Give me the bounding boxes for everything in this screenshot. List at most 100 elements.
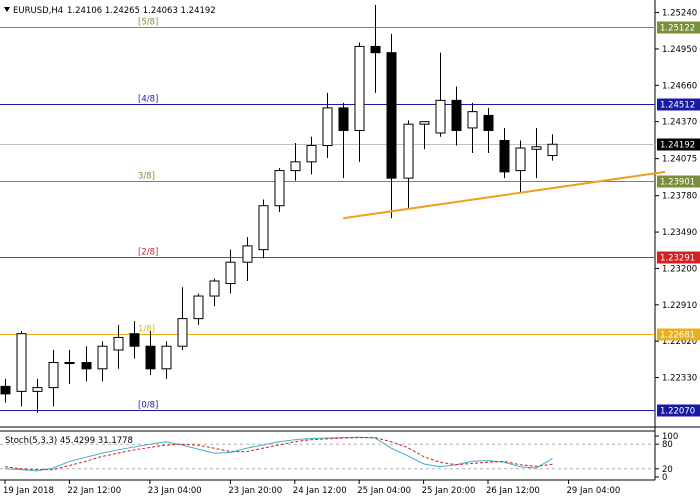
time-tick-label: 22 Jan 12:00 (67, 486, 121, 496)
level-badge (657, 328, 700, 341)
stoch-tick-label: 20 (662, 465, 673, 475)
price-tick-label: 1.24950 (662, 45, 697, 55)
candle-body (338, 107, 349, 131)
candle-body (193, 295, 204, 320)
candle (242, 237, 253, 281)
time-ticks: 19 Jan 2018 22 Jan 12:00 23 Jan 04:00 23 Ja… (3, 480, 620, 496)
level-badge-text: 1.25122 (660, 24, 695, 34)
level-label: 3/8] (138, 172, 155, 182)
candle-body (209, 280, 220, 297)
candle-body (177, 318, 188, 347)
level-badge (657, 98, 700, 111)
dropdown-triangle-icon[interactable] (4, 7, 10, 12)
candle-body (531, 146, 542, 150)
current-price-badge-text: 1.24192 (660, 141, 695, 151)
level-badge-text: 1.23291 (660, 254, 695, 264)
price-tick-label: 1.24660 (662, 81, 697, 91)
price-tick-label: 1.23200 (662, 264, 697, 274)
time-tick-label: 23 Jan 04:00 (148, 486, 202, 496)
candle-body (499, 139, 510, 173)
candle (547, 134, 558, 161)
level-badge-text: 1.23901 (660, 178, 695, 188)
candle-body (81, 362, 92, 370)
candle (435, 52, 446, 137)
candle-body (32, 387, 43, 392)
stoch-signal-line (4, 437, 553, 471)
time-tick-label: 19 Jan 2018 (3, 486, 54, 496)
candle (499, 127, 510, 179)
candle (64, 349, 75, 384)
candle-body (370, 45, 381, 54)
price-ticks: 1.25240 1.24950 1.24660 1.24370 1.24075 1.237… (655, 9, 697, 384)
price-tick-label: 1.25240 (662, 9, 697, 19)
level-label: [4/8] (138, 95, 158, 105)
trendline[interactable] (342, 170, 666, 220)
candle-body (129, 333, 140, 347)
candle-body (435, 99, 446, 134)
candle-body (451, 99, 462, 131)
candle-body (483, 114, 494, 131)
price-tick-label: 1.24370 (662, 118, 697, 128)
candle (386, 33, 397, 219)
candle-body (145, 345, 156, 370)
stoch-tick-label: 80 (662, 440, 673, 450)
level-label: [2/8] (138, 248, 158, 258)
candle (177, 287, 188, 350)
stoch-tick-label: 0 (662, 473, 667, 483)
candle (258, 199, 269, 259)
candle (467, 102, 478, 154)
candle (129, 321, 140, 359)
price-tick-label: 1.23780 (662, 192, 697, 202)
candle-body (354, 45, 365, 131)
candle-body (242, 245, 253, 263)
candle-body (274, 170, 285, 207)
price-badges: 1.25122 1.24512 1.23901 1.23291 1.22681 1.220… (657, 21, 700, 417)
candle (16, 331, 27, 407)
candle-body (547, 143, 558, 157)
candle (113, 324, 124, 369)
price-tick-label: 1.22620 (662, 337, 697, 347)
level-badge (657, 21, 700, 34)
candle (515, 140, 526, 194)
current-price-badge (657, 138, 700, 151)
time-tick-label: 24 Jan 12:00 (293, 486, 347, 496)
candle-body (515, 147, 526, 172)
candle (451, 86, 462, 146)
candle-body (48, 362, 59, 389)
candle (483, 107, 494, 154)
candle-body (306, 145, 317, 163)
level-label: [5/8] (138, 18, 158, 28)
candle-body (419, 121, 430, 125)
candle-body (64, 362, 75, 365)
candle (274, 168, 285, 212)
candle (81, 346, 92, 382)
level-badge-text: 1.24512 (660, 101, 695, 111)
candle (225, 249, 236, 294)
candle (97, 341, 108, 382)
time-tick-label: 25 Jan 20:00 (422, 486, 476, 496)
price-tick-label: 1.24075 (662, 155, 697, 165)
time-tick-label: 25 Jan 04:00 (357, 486, 411, 496)
candle (354, 42, 365, 162)
price-tick-label: 1.22330 (662, 374, 697, 384)
candle (419, 121, 430, 150)
candle-body (322, 107, 333, 147)
stoch-tick-label: 100 (662, 432, 678, 442)
candle (145, 331, 156, 376)
trendline-group[interactable] (342, 170, 666, 220)
candle (531, 127, 542, 179)
candle-body (97, 345, 108, 370)
candle-body (290, 161, 301, 172)
candle-body (0, 385, 11, 395)
price-tick-label: 1.23490 (662, 228, 697, 238)
candle (403, 120, 414, 209)
candle-body (467, 111, 478, 129)
candle (161, 341, 172, 379)
candle-body (386, 52, 397, 179)
candles (0, 5, 558, 413)
symbol-label: EURUSD,H4 (13, 6, 63, 16)
level-badge (657, 175, 700, 188)
level-label: [0/8] (138, 401, 158, 411)
